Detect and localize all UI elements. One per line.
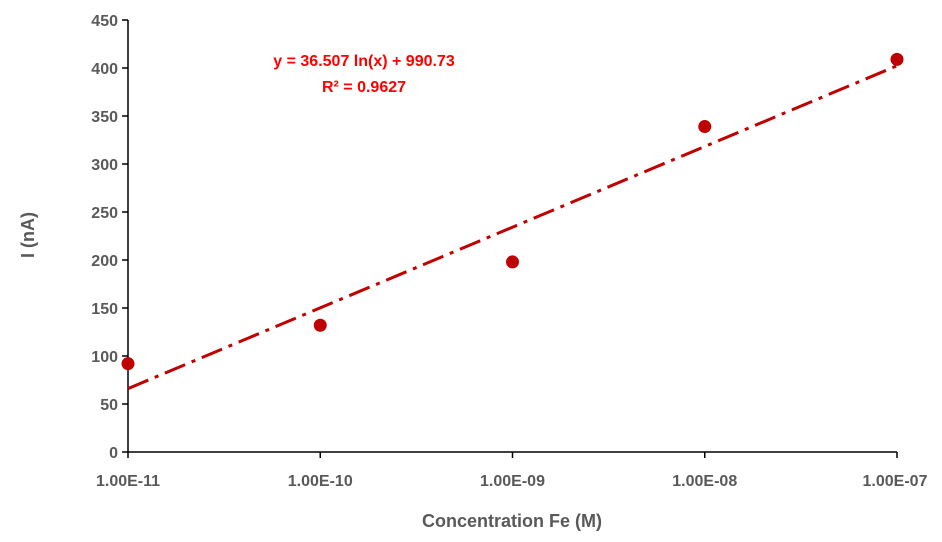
y-tick-label: 200 [91,253,118,270]
y-tick-label: 150 [91,301,118,318]
y-tick-label: 50 [100,397,118,414]
y-tick-label: 250 [91,205,118,222]
points-layer [121,52,904,371]
x-tick-label: 1.00E-09 [480,473,545,490]
x-ticks-layer: 1.00E-11 1.00E-10 1.00E-09 1.00E-08 1.00E-07 [96,452,928,490]
trend-layer [127,64,898,390]
data-point [698,120,712,134]
x-tick-label: 1.00E-08 [672,473,737,490]
y-tick-label: 0 [109,445,118,462]
trendline-equation: y = 36.507 ln(x) + 990.73 [273,53,455,70]
y-tick-label: 400 [91,61,118,78]
x-tick-label: 1.00E-10 [288,473,353,490]
y-tick-label: 350 [91,109,118,126]
y-axis-title: I (nA) [18,212,38,258]
trendline-r-squared: R² = 0.9627 [322,79,406,96]
x-tick-label: 1.00E-07 [863,473,928,490]
y-tick-label: 300 [91,157,118,174]
y-tick-label: 100 [91,349,118,366]
x-axis-title: Concentration Fe (M) [422,511,602,531]
data-point [506,255,519,269]
data-point [890,52,904,66]
axes-layer [127,20,897,453]
y-tick-label: 450 [91,13,118,30]
data-point [121,357,135,371]
trendline [127,64,898,390]
y-ticks-layer: 0 50 100 150 200 250 300 350 400 450 [91,13,128,462]
data-point [313,318,327,332]
x-tick-label: 1.00E-11 [96,473,160,490]
